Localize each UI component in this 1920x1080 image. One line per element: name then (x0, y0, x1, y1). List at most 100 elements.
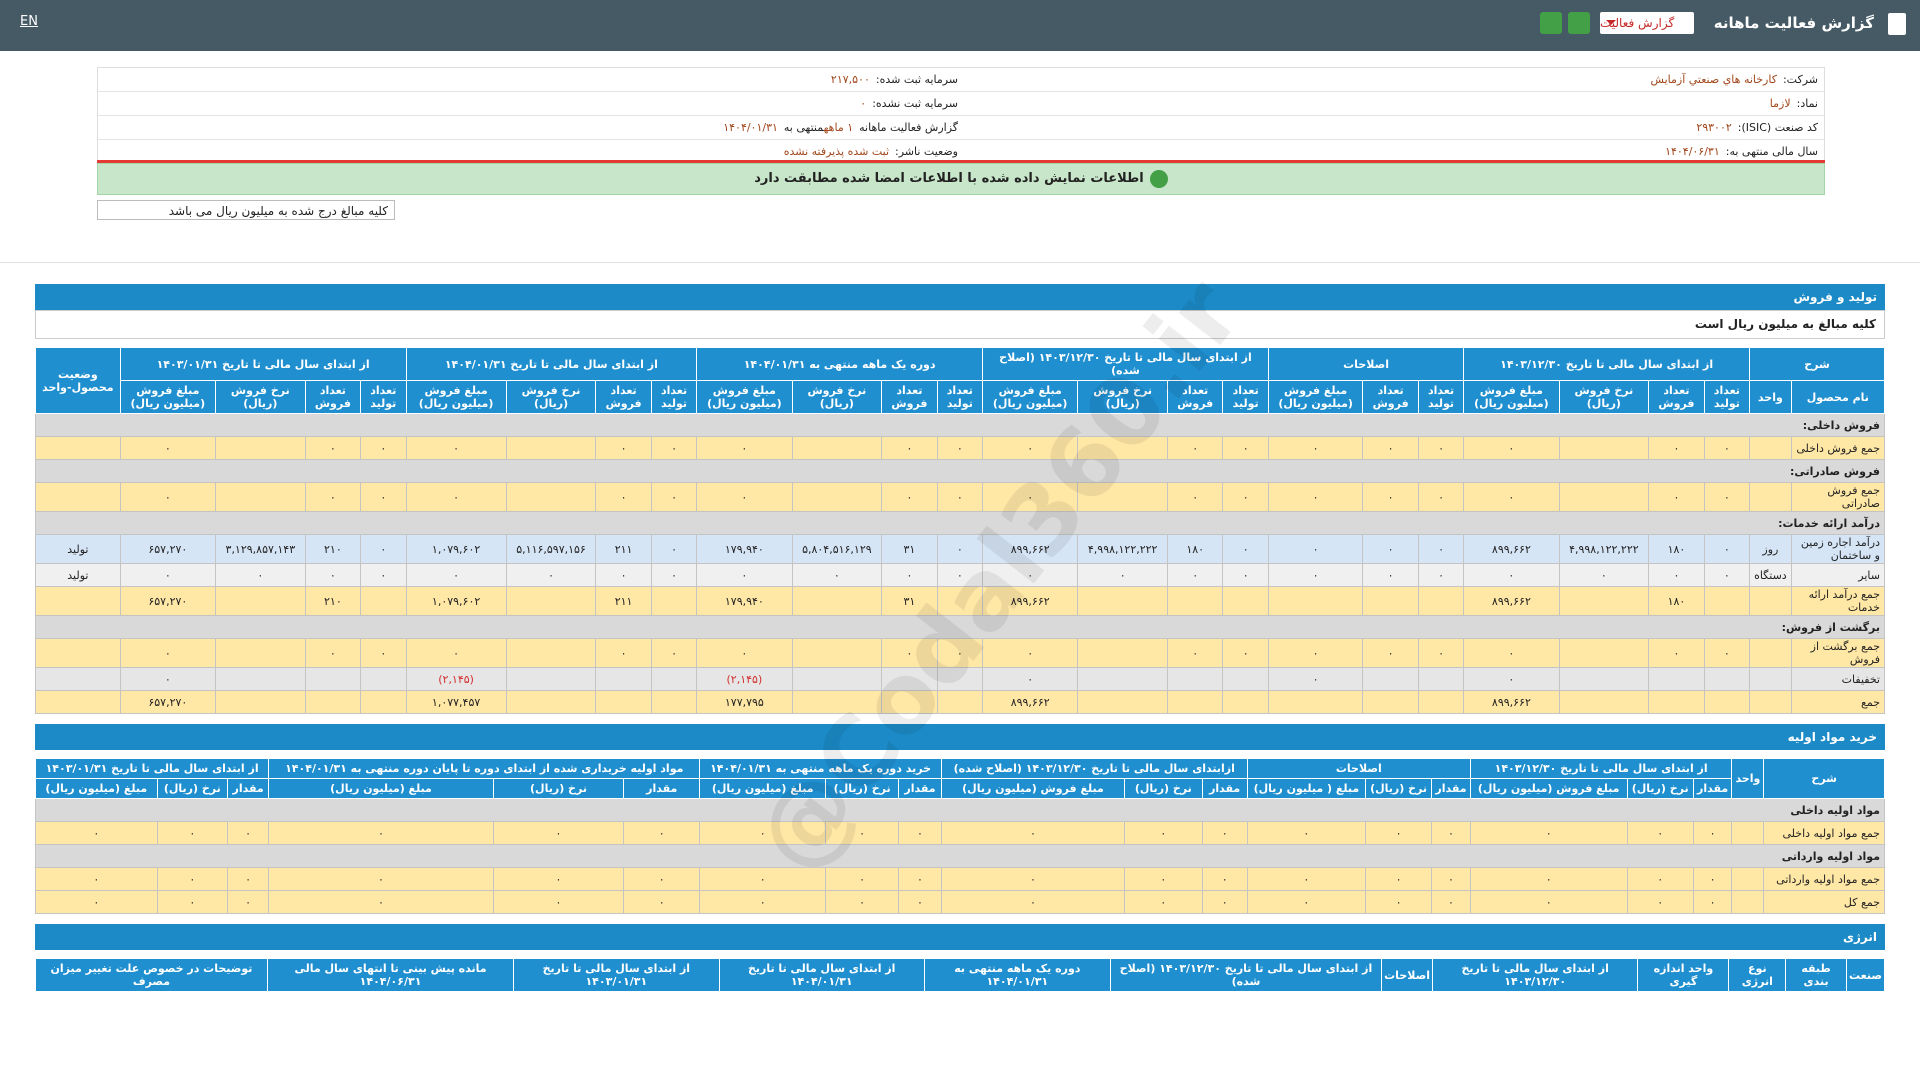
cell (936, 667, 984, 691)
column-header: تعداد فروش (1167, 380, 1224, 414)
cell (1362, 586, 1419, 616)
cell: ۰ (505, 563, 597, 587)
cell: ۰ (1558, 563, 1650, 587)
column-header: تعداد فروش (595, 380, 652, 414)
column-group-header: دوره یک ماهه منتهی به ۱۴۰۴/۰۱/۳۱ (696, 347, 984, 381)
cell: ۰ (268, 821, 494, 845)
column-group-header: از ابتدای سال مالی تا تاریخ ۱۴۰۳/۱۲/۳۰ (… (982, 347, 1269, 381)
section-row-label: فروش صادراتی: (35, 459, 1885, 483)
cell (1362, 667, 1419, 691)
cell (1703, 667, 1751, 691)
cell: ۰ (791, 563, 883, 587)
cell: ۰ (304, 563, 362, 587)
cell: ۰ (492, 867, 625, 891)
cell: ۰ (1463, 436, 1560, 460)
cell: تولید (35, 563, 121, 587)
table-row: جمع فروش داخلی ۰ ۰ ۰ ۰ ۰ ۰ ۰ ۰ ۰ ۰ ۰ ۰ ۰ ۰ ۰ ۰ ۰ ۰ (35, 436, 1886, 460)
column-group-header: واحد اندازه گیری (1637, 958, 1730, 992)
cell: ۰ (1222, 563, 1269, 587)
cell: ۰ (1362, 534, 1419, 564)
cell: ۳۱ (881, 586, 938, 616)
cell: ۰ (623, 867, 701, 891)
column-header: مبلغ (میلیون ریال) (699, 778, 827, 799)
cell: ۰ (1364, 821, 1433, 845)
notice-text: اطلاعات نمایش داده شده با اطلاعات امضا ش… (754, 171, 1144, 186)
column-header: نرخ فروش (ریال) (1558, 380, 1650, 414)
column-header: تعداد فروش (1648, 380, 1705, 414)
cell: ۰ (623, 890, 701, 914)
column-header: نرخ فروش (ریال) (505, 380, 597, 414)
data-table: شرح از ابتدای سال مالی تا تاریخ ۱۴۰۳/۱۲/۳… (35, 347, 1886, 714)
cell: ۳,۱۲۹,۸۵۷,۱۴۳ (214, 534, 306, 564)
cell (1077, 436, 1169, 460)
cell (1749, 638, 1792, 668)
cell: ۰ (119, 638, 216, 668)
cell: ۰ (1267, 436, 1364, 460)
prev-button[interactable] (1540, 12, 1562, 34)
cell (595, 667, 652, 691)
column-header: مبلغ فروش (میلیون ریال) (982, 380, 1079, 414)
cell: ۰ (304, 436, 362, 460)
cell (1077, 482, 1169, 512)
table-body: مواد اولیه داخلی جمع مواد اولیه داخلی ۰ ۰ ۰ ۰… (35, 798, 1885, 914)
next-button[interactable] (1568, 12, 1590, 34)
info-icon (1149, 169, 1168, 188)
cell: ۰ (304, 482, 362, 512)
label: وضعیت ناشر: (895, 145, 958, 158)
column-header: مقدار (227, 778, 270, 799)
cell: دستگاه (1749, 563, 1792, 587)
cell (1558, 638, 1650, 668)
row-label: سایر (1790, 563, 1886, 587)
section-row-label: برگشت از فروش: (35, 615, 1885, 639)
cell (1077, 638, 1169, 668)
cell: ۰ (696, 638, 793, 668)
cell: ۱۸۰ (1648, 534, 1705, 564)
cell: ۰ (35, 821, 158, 845)
cell (304, 690, 362, 714)
row-label: جمع مواد اولیه وارداتی (1763, 867, 1885, 891)
cell: ۰ (119, 436, 216, 460)
cell: ۰ (360, 563, 407, 587)
cell: ۵,۸۰۴,۵۱۶,۱۲۹ (791, 534, 883, 564)
cell: ۲۱۰ (304, 586, 362, 616)
cell: ۰ (1167, 563, 1224, 587)
cell (35, 638, 121, 668)
info-item: سرمایه ثبت شده: ۲۱۷,۵۰۰ (831, 68, 958, 91)
column-header: مقدار (1431, 778, 1471, 799)
table-row: فروش داخلی: (35, 413, 1885, 437)
header-row: صنعت طبقه بندی نوع انرژی واحد اندازه گیری از… (35, 958, 1885, 992)
table-row: جمع مواد اولیه وارداتی ۰ ۰ ۰ ۰ ۰ ۰ ۰ ۰ ۰ ۰ ۰ ۰ ۰ ۰ ۰ ۰ ۰ ۰ (35, 867, 1885, 891)
column-header: مقدار (898, 778, 942, 799)
cell (1558, 667, 1650, 691)
column-group-header: نوع انرژی (1728, 958, 1787, 992)
cell: ۰ (1267, 563, 1364, 587)
cell: ۰ (898, 867, 942, 891)
cell: ۰ (650, 436, 698, 460)
info-row: نماد: لازما سرمایه ثبت نشده: ۰ (98, 92, 1824, 116)
column-group-header: وضعیت محصول-واحد (35, 347, 121, 414)
cell: ۸۹۹,۶۶۲ (982, 534, 1079, 564)
column-group-header: شرح (1749, 347, 1885, 381)
cell: ۰ (214, 563, 306, 587)
section-row-label: فروش داخلی: (35, 413, 1885, 437)
cell: ۰ (1267, 534, 1364, 564)
language-link[interactable]: EN (20, 14, 38, 29)
cell: ۰ (881, 638, 938, 668)
cell: ۰ (268, 890, 494, 914)
row-label: درآمد اجاره زمین و ساختمان (1790, 534, 1886, 564)
separator (0, 262, 1920, 263)
column-header: مبلغ فروش (میلیون ریال) (119, 380, 216, 414)
cell (505, 586, 597, 616)
table-row: فروش صادراتی: (35, 459, 1885, 483)
cell (1749, 690, 1792, 714)
value: ۲۹۳۰۰۲ (1696, 121, 1732, 134)
cell: ۰ (304, 638, 362, 668)
cell: ۸۹۹,۶۶۲ (1463, 586, 1560, 616)
label: سال مالی منتهی به: (1725, 145, 1818, 158)
column-header: مبلغ ( میلیون ریال) (1246, 778, 1366, 799)
cell: ۰ (492, 890, 625, 914)
cell (1417, 586, 1465, 616)
report-select[interactable]: گزارش فعالیت (1600, 12, 1694, 34)
cell: ۰ (881, 563, 938, 587)
cell: ۰ (825, 821, 900, 845)
